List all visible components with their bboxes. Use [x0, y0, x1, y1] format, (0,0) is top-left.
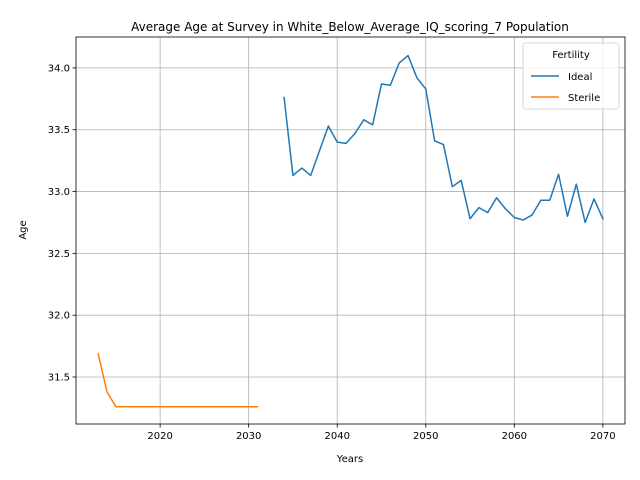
y-axis-label: Age	[18, 220, 29, 239]
y-tick-label: 33.0	[48, 187, 70, 198]
x-tick-label: 2030	[236, 431, 261, 442]
y-tick-label: 34.0	[48, 63, 70, 74]
legend-box	[522, 42, 620, 110]
chart-title: Average Age at Survey in White_Below_Ave…	[131, 20, 569, 34]
x-tick-label: 2070	[590, 431, 615, 442]
x-tick-label: 2050	[413, 431, 438, 442]
series-lines	[97, 54, 604, 408]
y-tick-label: 33.5	[48, 125, 70, 136]
legend-label-ideal: Ideal	[568, 72, 592, 83]
series-line-ideal	[283, 54, 604, 224]
x-tick-label: 2020	[147, 431, 172, 442]
x-axis-label: Years	[336, 454, 363, 465]
y-tick-label: 32.0	[48, 311, 70, 322]
x-tick-label: 2040	[324, 431, 349, 442]
legend-title: Fertility	[552, 50, 590, 61]
y-tick-label: 32.5	[48, 249, 70, 260]
series-line-sterile	[97, 352, 259, 408]
legend-label-sterile: Sterile	[568, 93, 600, 104]
x-tick-label: 2060	[502, 431, 527, 442]
ticks: 2020 2030 2040 2050 2060 2070 31.5 32.0 32.5 33.0…	[48, 63, 616, 442]
y-tick-label: 31.5	[48, 373, 70, 384]
legend: Fertility Ideal Sterile	[522, 42, 620, 110]
plot-frame	[75, 36, 626, 425]
